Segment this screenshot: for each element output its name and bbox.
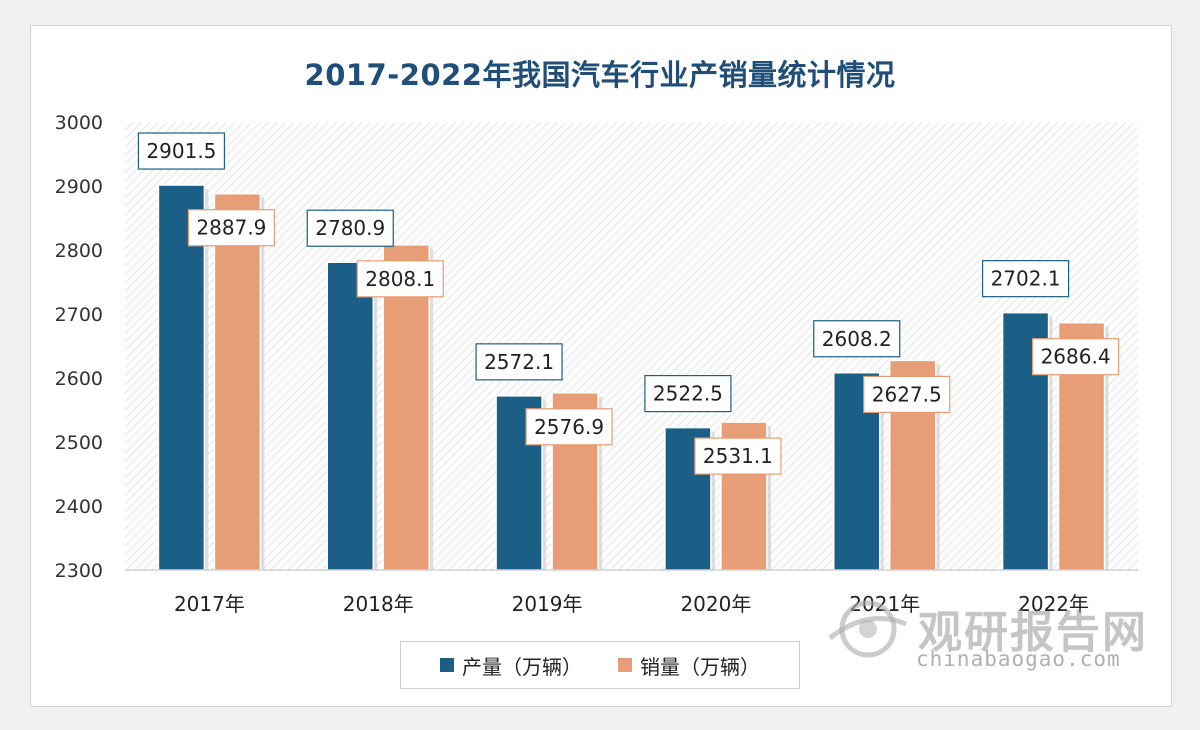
y-tick-label: 2900 — [55, 176, 103, 198]
data-label-box — [981, 260, 1070, 298]
data-label-production: 2901.5 — [146, 139, 216, 163]
legend-swatch-sales — [618, 658, 632, 672]
data-label-sales: 2576.9 — [534, 415, 604, 439]
data-label-production: 2522.5 — [653, 382, 723, 406]
watermark-logo-icon — [828, 600, 907, 658]
data-label-box — [187, 209, 276, 247]
legend-label-sales: 销量（万辆） — [640, 654, 760, 679]
data-label-box — [1031, 338, 1120, 376]
data-label-box — [475, 343, 563, 381]
data-label-box — [694, 437, 782, 475]
y-tick-label: 2500 — [55, 432, 103, 454]
data-label-box — [863, 375, 951, 413]
legend-item-production: 产量（万辆） — [440, 651, 582, 680]
watermark-text-cn: 观研报告网 — [918, 607, 1148, 658]
data-label-sales: 2887.9 — [196, 216, 266, 240]
y-tick-label: 3000 — [55, 112, 103, 134]
x-tick-label: 2019年 — [512, 592, 583, 616]
legend: 产量（万辆） 销量（万辆） — [400, 641, 800, 689]
data-label-production: 2572.1 — [484, 350, 554, 374]
data-label-production: 2608.2 — [822, 327, 892, 351]
data-label-box — [813, 320, 901, 358]
watermark-text-en: chinabaogao.com — [916, 647, 1121, 671]
bar-sales — [213, 192, 262, 571]
data-label-sales: 2808.1 — [365, 267, 435, 291]
y-tick-label: 2800 — [55, 240, 103, 262]
data-label-sales: 2627.5 — [872, 382, 942, 406]
legend-swatch-production — [440, 658, 454, 672]
x-tick-label: 2018年 — [343, 592, 414, 616]
y-tick-label: 2400 — [55, 496, 103, 518]
chart-title: 2017-2022年我国汽车行业产销量统计情况 — [304, 58, 896, 92]
data-label-box — [644, 375, 732, 413]
data-label-production: 2780.9 — [315, 216, 385, 240]
bar-production — [157, 184, 206, 571]
plot-area — [125, 122, 1138, 570]
data-label-sales: 2686.4 — [1041, 345, 1111, 369]
bar-production — [326, 261, 374, 571]
legend-item-sales: 销量（万辆） — [618, 651, 760, 680]
bar-sales — [382, 244, 430, 571]
data-label-production: 2702.1 — [991, 267, 1061, 291]
x-tick-label: 2020年 — [680, 592, 751, 616]
y-tick-label: 2700 — [55, 304, 103, 326]
x-tick-label: 2022年 — [1018, 592, 1089, 616]
data-label-sales: 2531.1 — [703, 444, 773, 468]
y-tick-label: 2300 — [55, 560, 103, 582]
legend-label-production: 产量（万辆） — [462, 654, 582, 679]
data-label-box — [306, 209, 394, 247]
data-label-box — [137, 132, 226, 170]
x-tick-label: 2017年 — [174, 592, 245, 616]
data-label-box — [525, 408, 613, 446]
y-tick-label: 2600 — [55, 368, 103, 390]
data-label-box — [356, 260, 444, 298]
